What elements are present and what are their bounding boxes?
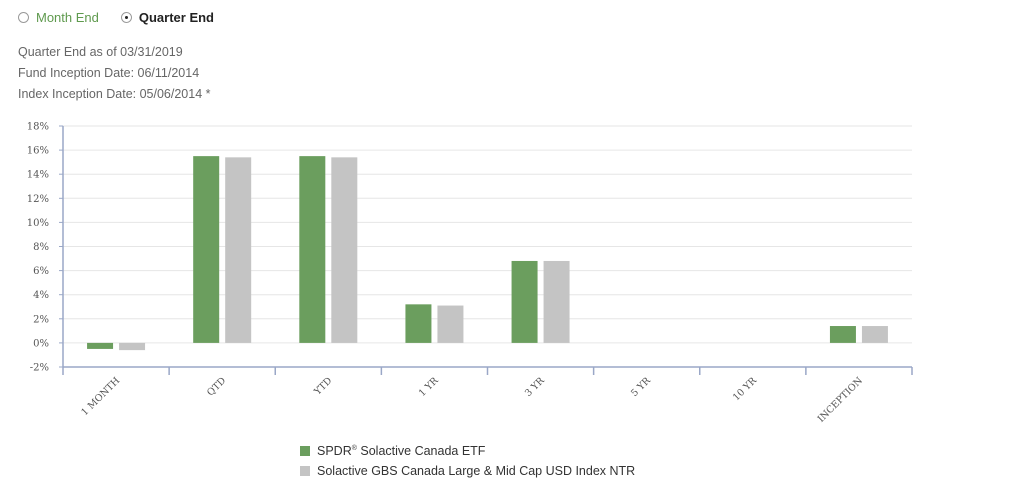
x-tick-label: YTD (312, 375, 335, 398)
bar-index (119, 342, 146, 351)
x-tick-label: QTD (205, 375, 228, 398)
bar-index (331, 157, 358, 343)
bar-index (543, 260, 570, 343)
legend-label-index: Solactive GBS Canada Large & Mid Cap USD… (317, 464, 636, 478)
index-inception-date: Index Inception Date: 05/06/2014 * (18, 87, 211, 101)
y-tick-label: 12% (27, 194, 49, 205)
radio-checked-icon[interactable] (120, 12, 132, 23)
bar-fund (829, 326, 856, 343)
legend-item-fund: SPDR® Solactive Canada ETF (300, 441, 635, 461)
legend-label-fund: SPDR® Solactive Canada ETF (317, 444, 486, 458)
quarter-end-radio[interactable]: Quarter End (120, 10, 214, 25)
y-tick-label: 2% (33, 314, 49, 325)
y-tick-label: 18% (27, 122, 49, 133)
bar-index (225, 157, 252, 343)
as-of-date: Quarter End as of 03/31/2019 (18, 45, 183, 59)
bar-fund (299, 156, 326, 343)
x-tick-label: 5 YR (629, 375, 653, 399)
x-tick-label: 1 YR (417, 375, 441, 399)
y-tick-label: 4% (33, 290, 49, 301)
chart-legend: SPDR® Solactive Canada ETF Solactive GBS… (300, 441, 635, 481)
bar-fund (511, 260, 538, 343)
month-end-label[interactable]: Month End (36, 10, 99, 25)
legend-item-index: Solactive GBS Canada Large & Mid Cap USD… (300, 461, 635, 481)
performance-info: Quarter End as of 03/31/2019 Fund Incept… (18, 42, 211, 105)
y-tick-label: 10% (27, 218, 49, 229)
y-tick-label: 16% (27, 146, 49, 157)
legend-swatch-fund (300, 446, 310, 456)
bar-index (861, 326, 888, 343)
bar-fund (87, 342, 114, 349)
performance-bar-chart: -2% 0% 2% 4% 6% 8% 10% 12% 14% 16% 18% 1 MONTH QTD YT… (27, 122, 913, 425)
period-toggle: Month End Quarter End (18, 10, 236, 25)
x-tick-label: 1 MONTH (79, 375, 122, 418)
y-tick-label: 14% (27, 170, 49, 181)
y-tick-label: 6% (33, 266, 49, 277)
quarter-end-label[interactable]: Quarter End (138, 10, 214, 25)
x-tick-label: 10 YR (731, 375, 760, 404)
fund-inception-date: Fund Inception Date: 06/11/2014 (18, 66, 200, 80)
x-tick-label: INCEPTION (816, 375, 865, 424)
bar-fund (405, 304, 432, 343)
y-tick-label: -2% (30, 363, 49, 374)
legend-swatch-index (300, 466, 310, 476)
month-end-radio[interactable]: Month End (18, 10, 99, 25)
y-tick-label: 0% (33, 338, 49, 349)
y-tick-label: 8% (33, 242, 49, 253)
bar-index (437, 305, 464, 343)
radio-unchecked-icon[interactable] (18, 12, 29, 23)
bar-fund (193, 156, 220, 343)
x-tick-label: 3 YR (523, 375, 547, 399)
